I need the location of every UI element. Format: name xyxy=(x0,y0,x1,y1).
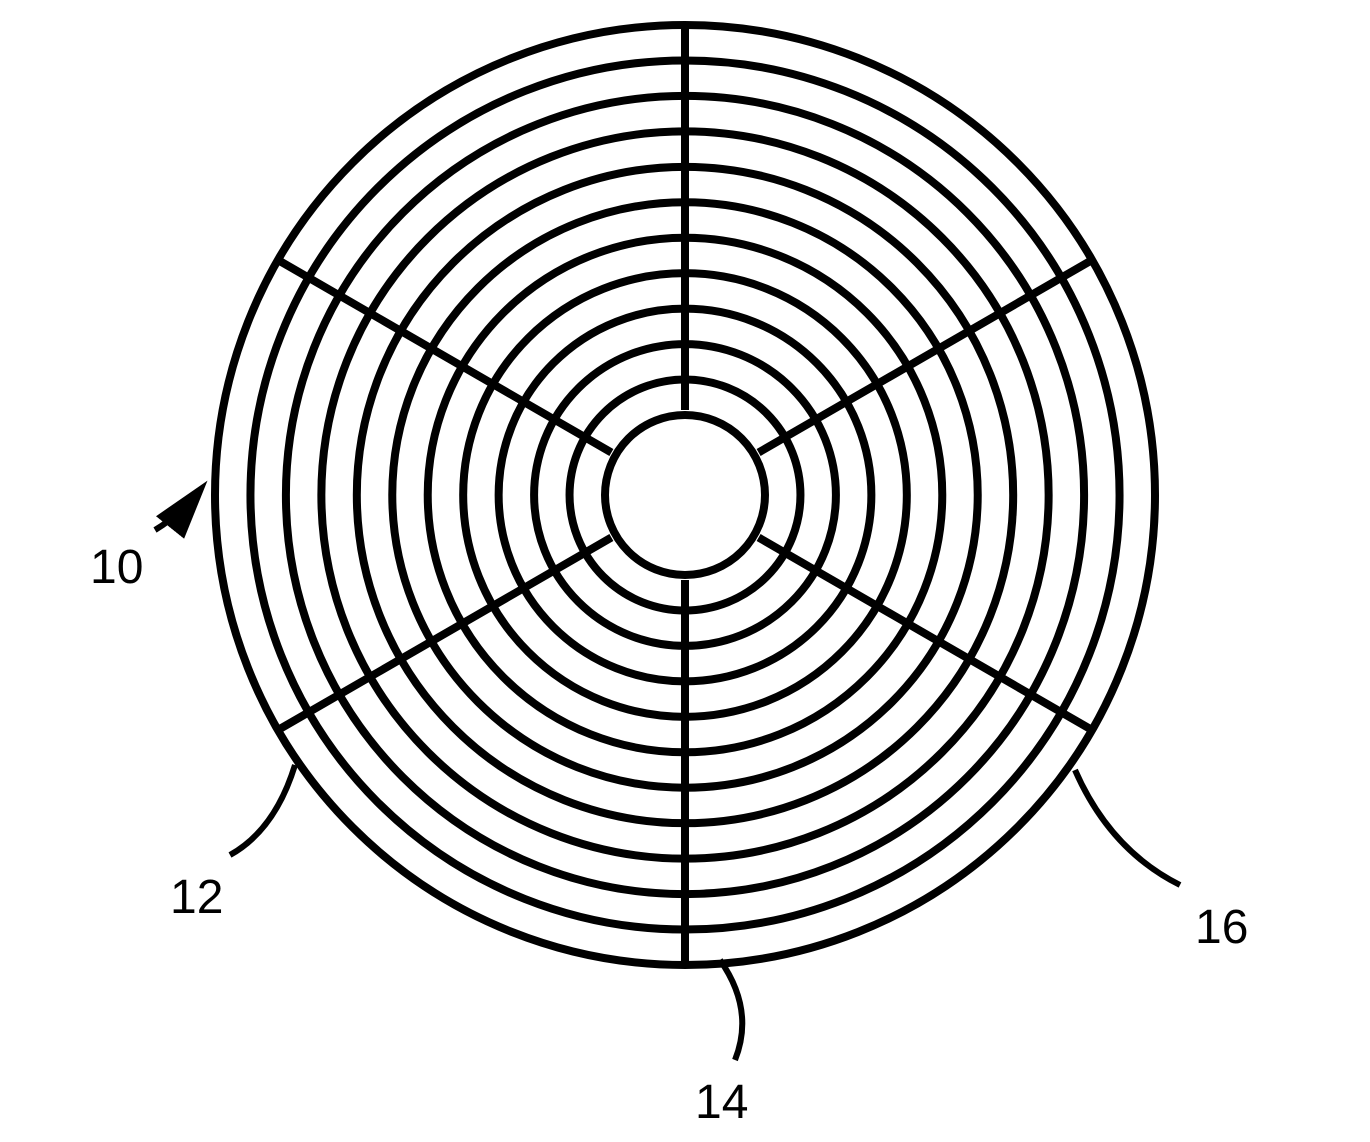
concentric-circle-diagram xyxy=(0,0,1370,1137)
leader-12 xyxy=(230,765,295,855)
label-14: 14 xyxy=(695,1075,748,1130)
diagram-container: 10 12 14 16 xyxy=(0,0,1370,1137)
label-16: 16 xyxy=(1195,900,1248,955)
ring-0 xyxy=(605,415,765,575)
label-12: 12 xyxy=(170,870,223,925)
leader-16 xyxy=(1075,770,1180,885)
label-10: 10 xyxy=(90,540,143,595)
leader-14 xyxy=(720,960,742,1060)
leader-10 xyxy=(155,490,200,530)
